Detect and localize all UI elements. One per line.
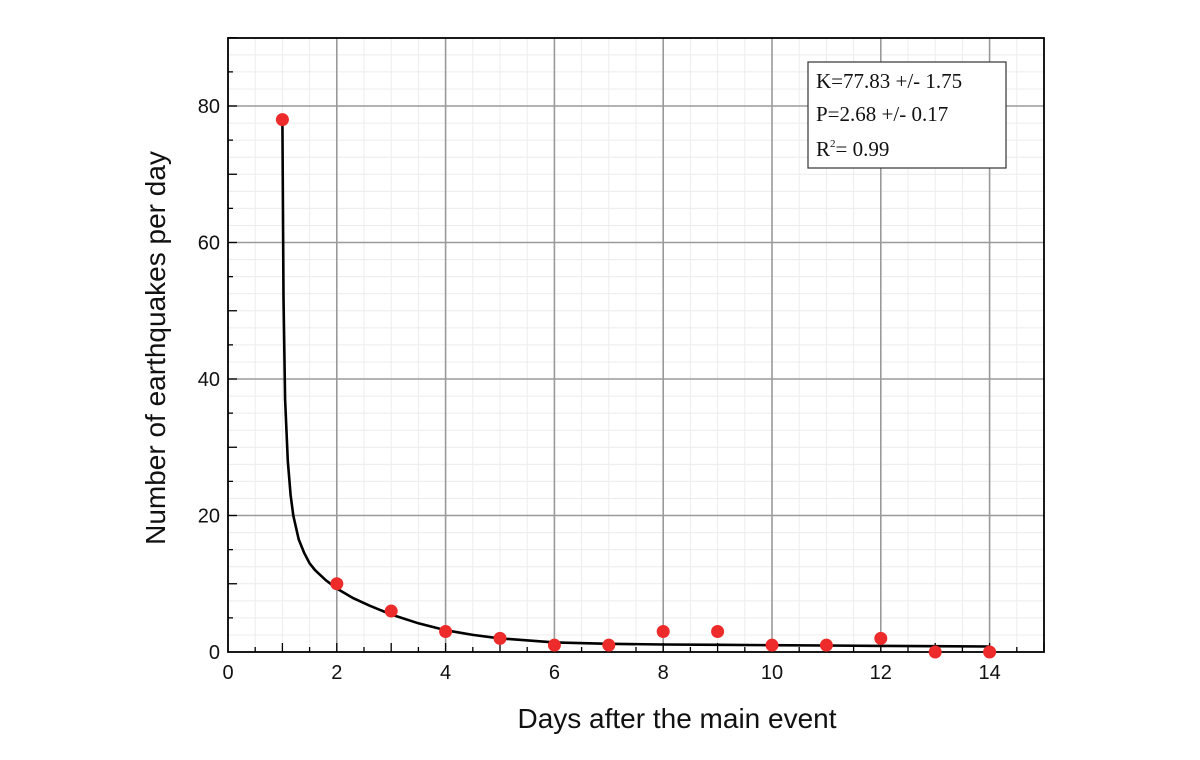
fit-curve (281, 119, 990, 648)
data-point (928, 645, 942, 659)
y-tick-label: 40 (198, 369, 220, 391)
annotation-r2: R2= 0.99 (816, 137, 889, 161)
data-point (330, 577, 344, 591)
x-tick-label: 12 (870, 662, 892, 684)
data-point (711, 625, 725, 639)
annotation-k: K=77.83 +/- 1.75 (816, 69, 962, 93)
x-tick-label: 2 (331, 662, 342, 684)
y-axis-title: Number of earthquakes per day (140, 151, 171, 545)
x-tick-label: 8 (658, 662, 669, 684)
annotation-r2-sup: 2 (830, 138, 836, 150)
x-tick-label: 4 (440, 662, 451, 684)
data-point (874, 631, 888, 645)
y-tick-label: 20 (198, 506, 220, 528)
y-tick-label: 0 (209, 642, 220, 664)
x-tick-label: 10 (761, 662, 783, 684)
data-point (547, 638, 561, 652)
data-point (656, 625, 670, 639)
fit-annotation: K=77.83 +/- 1.75 P=2.68 +/- 0.17 R2= 0.9… (807, 61, 1007, 169)
data-point (439, 625, 453, 639)
annotation-r2-suffix: = 0.99 (836, 137, 890, 161)
y-tick-label: 80 (198, 96, 220, 118)
annotation-p: P=2.68 +/- 0.17 (816, 102, 948, 126)
minor-grid (228, 38, 1044, 652)
data-point (819, 638, 833, 652)
data-point (765, 638, 779, 652)
data-points (275, 113, 997, 659)
data-point (602, 638, 616, 652)
data-point (493, 631, 507, 645)
data-point (983, 645, 997, 659)
tick-labels: 0 2 4 6 8 10 12 14 0 20 40 60 80 (198, 96, 1001, 684)
annotation-box (807, 61, 1007, 169)
annotation-r2-prefix: R (816, 137, 830, 161)
x-tick-label: 0 (222, 662, 233, 684)
y-tick-label: 60 (198, 233, 220, 255)
data-point (275, 113, 289, 127)
x-tick-label: 6 (549, 662, 560, 684)
data-point (384, 604, 398, 618)
x-axis-title: Days after the main event (517, 703, 836, 734)
x-tick-label: 14 (978, 662, 1000, 684)
